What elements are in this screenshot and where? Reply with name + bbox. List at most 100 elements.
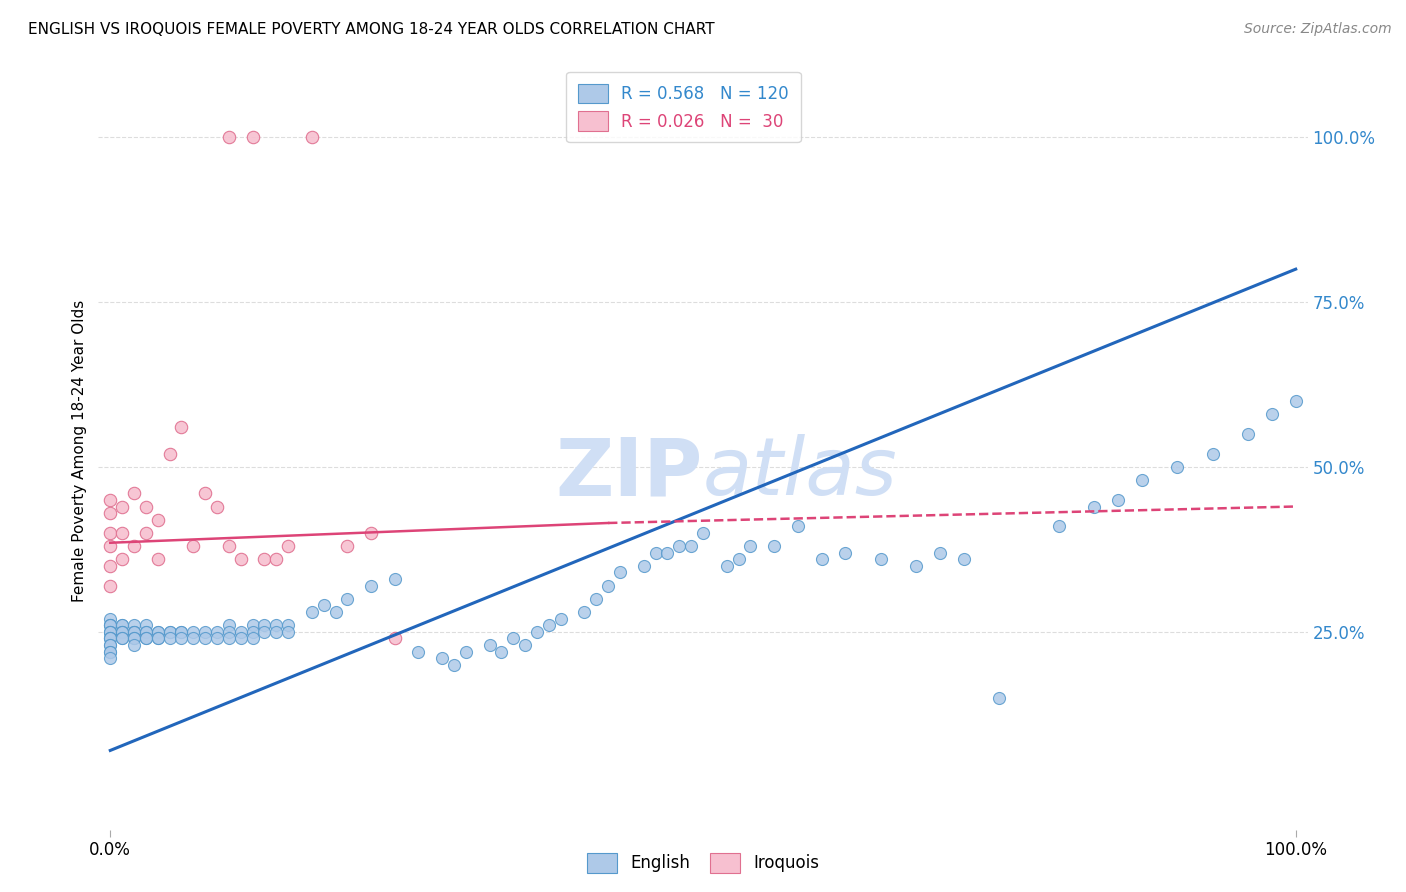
Point <box>443 657 465 672</box>
Point <box>301 605 323 619</box>
Point <box>242 624 264 639</box>
Point <box>502 632 524 646</box>
Point <box>205 500 228 514</box>
Legend: English, Iroquois: English, Iroquois <box>581 847 825 880</box>
Point <box>98 638 121 652</box>
Point <box>526 624 548 639</box>
Point <box>135 632 157 646</box>
Point <box>668 539 690 553</box>
Point <box>869 552 891 566</box>
Point <box>98 632 121 646</box>
Point <box>146 624 169 639</box>
Point <box>98 525 121 540</box>
Point <box>146 552 169 566</box>
Point <box>122 486 145 500</box>
Point <box>111 624 134 639</box>
Point <box>170 632 193 646</box>
Point <box>763 539 786 553</box>
Point <box>98 618 121 632</box>
Point <box>170 420 193 434</box>
Text: ENGLISH VS IROQUOIS FEMALE POVERTY AMONG 18-24 YEAR OLDS CORRELATION CHART: ENGLISH VS IROQUOIS FEMALE POVERTY AMONG… <box>28 22 714 37</box>
Point <box>170 624 193 639</box>
Point <box>98 624 121 639</box>
Point <box>111 500 134 514</box>
Point <box>1166 459 1188 474</box>
Point <box>218 632 240 646</box>
Point <box>98 638 121 652</box>
Point <box>135 525 157 540</box>
Point <box>454 644 477 658</box>
Point <box>633 558 655 573</box>
Point <box>98 651 121 665</box>
Point <box>740 539 762 553</box>
Point <box>181 624 204 639</box>
Point <box>1130 473 1153 487</box>
Point <box>122 638 145 652</box>
Point <box>929 546 952 560</box>
Point <box>146 632 169 646</box>
Point <box>810 552 832 566</box>
Point <box>491 644 513 658</box>
Point <box>515 638 537 652</box>
Point <box>159 624 181 639</box>
Point <box>122 624 145 639</box>
Point <box>218 618 240 632</box>
Point <box>98 611 121 625</box>
Point <box>229 552 252 566</box>
Point <box>135 624 157 639</box>
Point <box>181 539 204 553</box>
Point <box>277 539 299 553</box>
Point <box>135 500 157 514</box>
Point <box>111 618 134 632</box>
Point <box>384 632 406 646</box>
Point <box>159 632 181 646</box>
Point <box>585 591 607 606</box>
Point <box>98 558 121 573</box>
Point <box>242 130 264 145</box>
Point <box>122 624 145 639</box>
Point <box>98 632 121 646</box>
Point <box>122 539 145 553</box>
Text: atlas: atlas <box>703 434 898 512</box>
Point <box>218 624 240 639</box>
Point <box>98 618 121 632</box>
Point <box>905 558 928 573</box>
Point <box>988 690 1011 705</box>
Point <box>194 632 217 646</box>
Point <box>1047 519 1070 533</box>
Point <box>1237 427 1260 442</box>
Point <box>122 632 145 646</box>
Point <box>692 525 714 540</box>
Point <box>1261 407 1284 421</box>
Point <box>98 644 121 658</box>
Point <box>218 539 240 553</box>
Point <box>111 632 134 646</box>
Legend: R = 0.568   N = 120, R = 0.026   N =  30: R = 0.568 N = 120, R = 0.026 N = 30 <box>567 72 800 143</box>
Point <box>111 618 134 632</box>
Point <box>277 624 299 639</box>
Point <box>550 611 572 625</box>
Point <box>360 525 382 540</box>
Point <box>111 552 134 566</box>
Point <box>98 632 121 646</box>
Point <box>111 624 134 639</box>
Point <box>681 539 703 553</box>
Point <box>98 644 121 658</box>
Point <box>301 130 323 145</box>
Point <box>205 632 228 646</box>
Point <box>229 632 252 646</box>
Point <box>478 638 501 652</box>
Point <box>336 591 359 606</box>
Point <box>716 558 738 573</box>
Point <box>264 552 287 566</box>
Point <box>170 624 193 639</box>
Point <box>834 546 856 560</box>
Point <box>432 651 454 665</box>
Point <box>218 130 240 145</box>
Point <box>98 492 121 507</box>
Point <box>122 618 145 632</box>
Point <box>253 618 276 632</box>
Point <box>146 632 169 646</box>
Point <box>312 599 335 613</box>
Point <box>264 624 287 639</box>
